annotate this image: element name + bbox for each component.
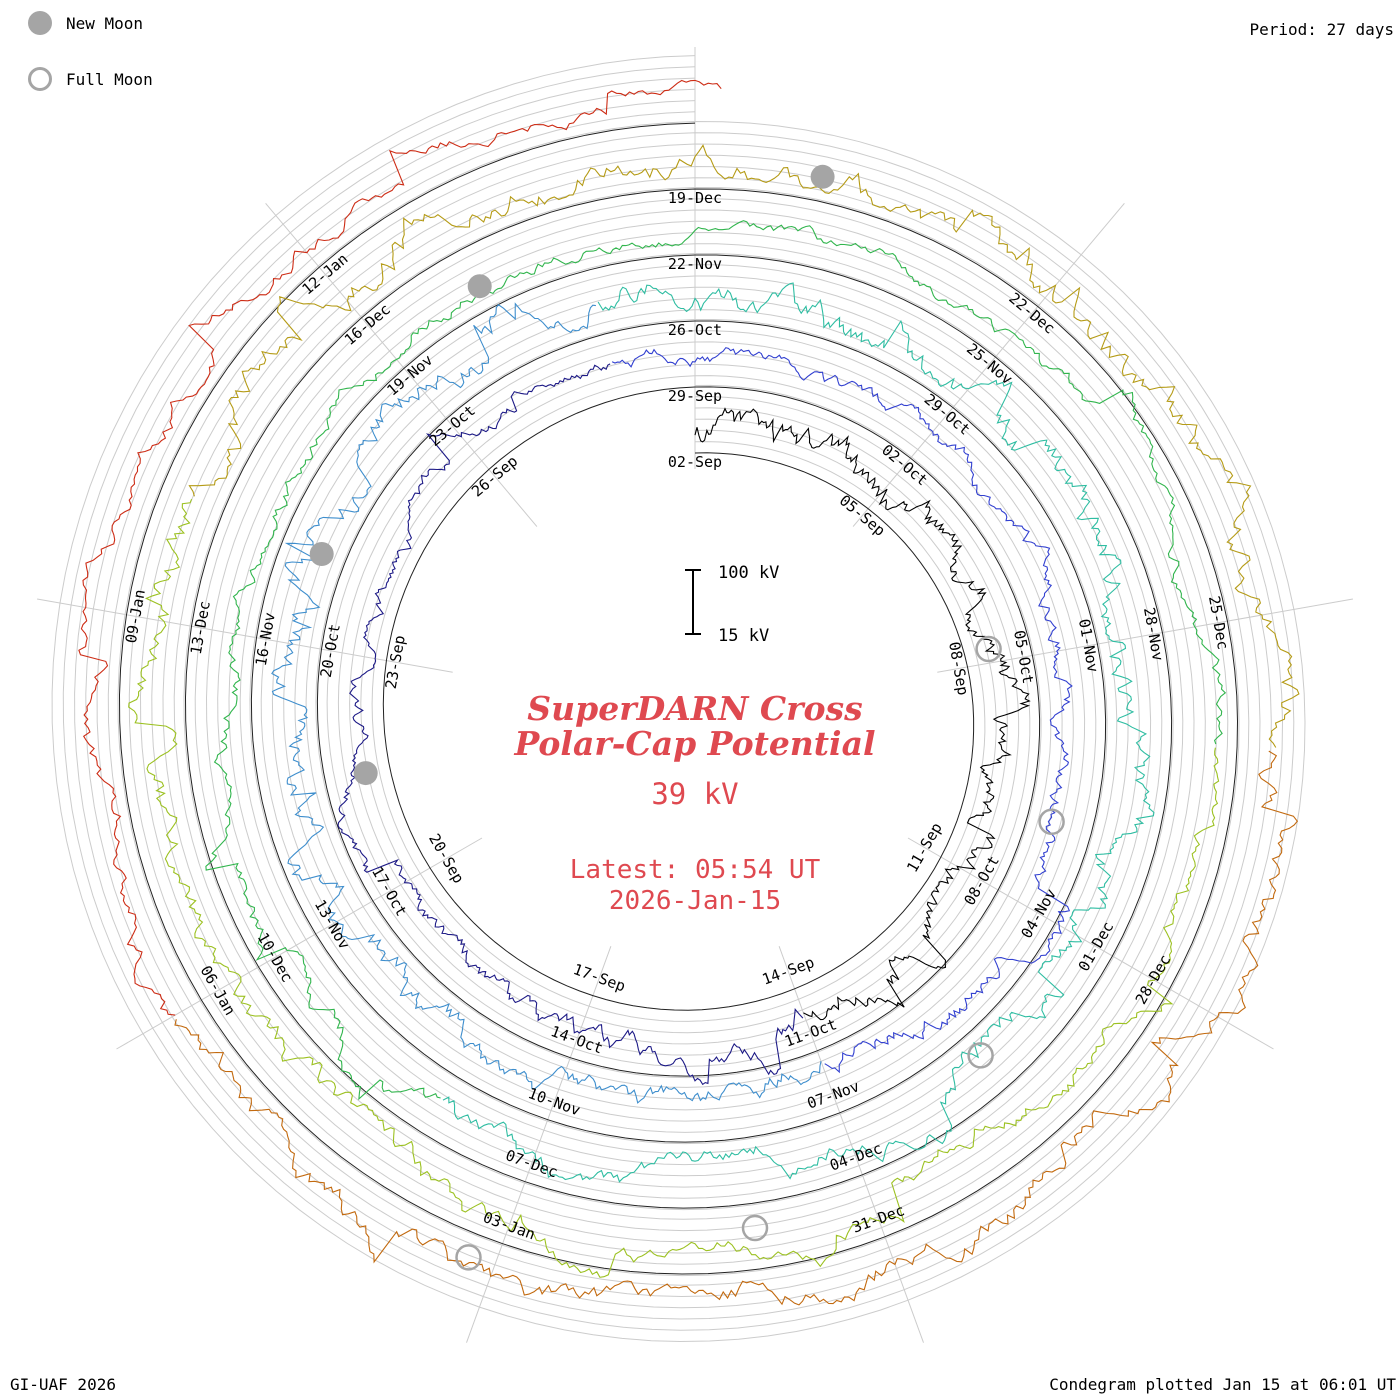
new-moon-icon xyxy=(28,11,52,35)
new-moon-legend-row: New Moon xyxy=(28,8,153,38)
moon-legend: New Moon Full Moon xyxy=(28,8,153,120)
full-moon-icon xyxy=(28,67,52,91)
data-trace-segment xyxy=(337,363,804,1086)
grid-spoke xyxy=(265,202,538,527)
scale-bar: 100 kV 15 kV xyxy=(685,563,779,646)
date-label: 05-Oct xyxy=(1010,629,1037,685)
new-moon-label: New Moon xyxy=(66,13,144,33)
latest-date: 2026-Jan-15 xyxy=(608,886,782,917)
new-moon-marker xyxy=(810,164,835,189)
period-label: Period: 27 days xyxy=(1249,20,1395,39)
date-label: 05-Sep xyxy=(836,491,889,540)
grid-spiral-30kv xyxy=(96,100,1261,1298)
data-trace-segment xyxy=(205,220,1227,1101)
full-moon-marker xyxy=(741,1214,769,1242)
grid-spoke xyxy=(778,946,924,1343)
full-moon-marker xyxy=(967,1042,994,1069)
current-value: 39 kV xyxy=(651,777,739,812)
data-trace-segment xyxy=(694,407,1031,1021)
grid-spoke xyxy=(937,598,1353,673)
data-trace-segment xyxy=(78,79,722,1016)
date-label: 10-Nov xyxy=(526,1084,583,1119)
date-label: 29-Sep xyxy=(668,387,722,405)
latest-timestamp: Latest: 05:54 UT 2026-Jan-15 xyxy=(345,855,1045,917)
date-label: 23-Sep xyxy=(382,634,409,690)
grid-spoke xyxy=(116,837,483,1050)
full-moon-marker xyxy=(975,635,1002,663)
date-label: 02-Oct xyxy=(878,441,931,490)
date-label: 28-Nov xyxy=(1140,606,1167,662)
grid-spoke xyxy=(37,598,453,673)
data-trace-segment xyxy=(128,498,1220,1278)
scale-top-label: 100 kV xyxy=(718,563,779,583)
date-label: 26-Sep xyxy=(468,452,521,501)
new-moon-marker xyxy=(309,542,334,566)
data-trace-segment xyxy=(611,347,1073,1074)
grid-spiral-15kv xyxy=(107,111,1250,1286)
grid-spoke xyxy=(852,202,1125,527)
data-trace-segment xyxy=(174,750,1299,1306)
full-moon-label: Full Moon xyxy=(66,69,153,89)
chart-title-line2: Polar-Cap Potential xyxy=(514,723,876,763)
data-trace-segment xyxy=(271,302,822,1104)
grid-spiral-45kv xyxy=(85,88,1272,1309)
full-moon-legend-row: Full Moon xyxy=(28,64,153,94)
scale-bottom-label: 15 kV xyxy=(718,626,769,646)
center-annotation: SuperDARN Cross Polar-Cap Potential 39 k… xyxy=(345,689,1045,918)
latest-time: Latest: 05:54 UT xyxy=(569,855,821,886)
new-moon-marker xyxy=(353,761,378,786)
grid-spoke xyxy=(907,837,1274,1050)
date-label: 25-Nov xyxy=(963,340,1016,389)
date-label: 06-Jan xyxy=(196,963,239,1019)
full-moon-marker xyxy=(1038,808,1065,836)
new-moon-marker xyxy=(467,274,492,299)
credit-label: GI-UAF 2026 xyxy=(10,1375,116,1394)
date-label: 22-Dec xyxy=(1005,289,1058,338)
grid-spiral-75kv xyxy=(62,66,1295,1331)
date-label: 01-Nov xyxy=(1075,617,1102,673)
date-label: 19-Dec xyxy=(668,189,722,207)
plotted-label: Condegram plotted Jan 15 at 06:01 UT xyxy=(1049,1375,1396,1394)
date-label: 02-Sep xyxy=(668,453,722,471)
date-label: 08-Sep xyxy=(945,640,972,696)
grid-spiral-90kv xyxy=(51,55,1306,1343)
full-moon-marker xyxy=(455,1244,482,1271)
date-label: 22-Nov xyxy=(668,255,722,273)
date-label: 17-Sep xyxy=(571,960,628,995)
chart-title-line1: SuperDARN Cross xyxy=(527,689,863,728)
data-trace-segment xyxy=(442,282,1155,1183)
date-label: 29-Oct xyxy=(921,390,974,439)
baseline-spiral xyxy=(118,122,1239,1275)
date-label: 10-Dec xyxy=(254,930,297,986)
date-label: 25-Dec xyxy=(1205,594,1232,650)
date-label: 26-Oct xyxy=(668,321,722,339)
grid-spiral-60kv xyxy=(74,77,1284,1320)
